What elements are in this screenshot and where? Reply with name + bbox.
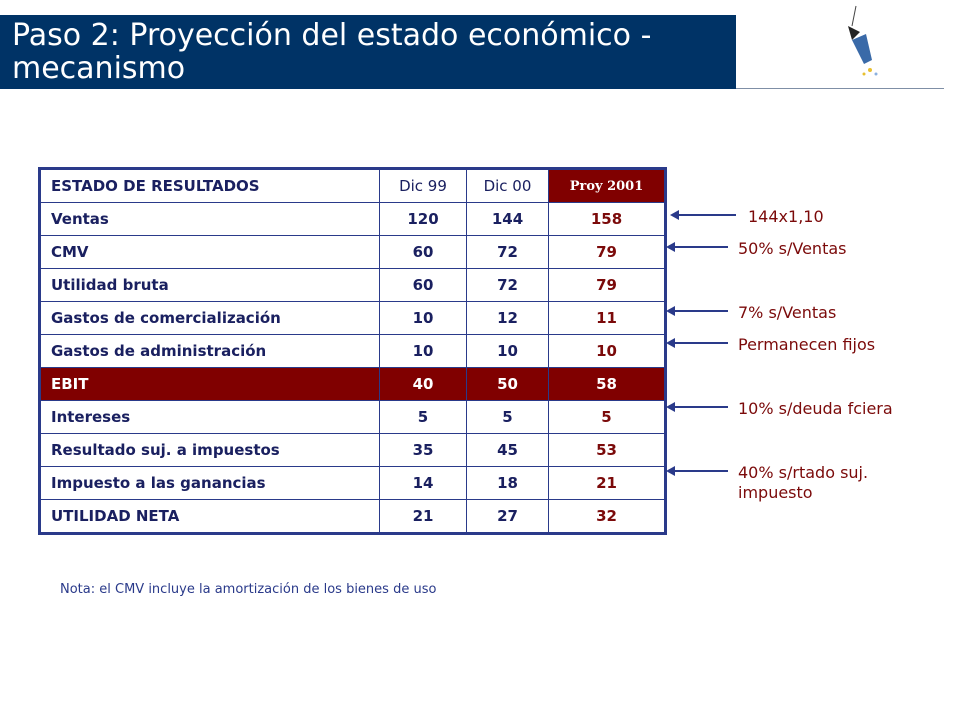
cell-proy: 158 [548, 202, 666, 236]
annotation-comercializacion: 7% s/Ventas [738, 303, 837, 322]
header-label: ESTADO DE RESULTADOS [39, 168, 380, 203]
cell-proy: 5 [548, 400, 666, 434]
cell-dic99: 60 [379, 235, 467, 269]
arrow-left-icon [666, 466, 728, 476]
row-label: Resultado suj. a impuestos [39, 433, 380, 467]
annotation-administracion: Permanecen fijos [738, 335, 876, 354]
row-label: UTILIDAD NETA [39, 499, 380, 534]
cell-proy: 11 [548, 301, 666, 335]
header-proy2001: Proy 2001 [548, 168, 666, 203]
annotation-ventas: 144x1,10 [748, 207, 824, 226]
annotation-impuesto: 40% s/rtado suj. impuesto [738, 463, 869, 502]
cell-dic99: 5 [379, 400, 467, 434]
arrow-left-icon [666, 242, 728, 252]
table-row: Gastos de comercialización 10 12 11 [39, 301, 666, 335]
cell-dic00: 5 [466, 400, 549, 434]
row-label: Ventas [39, 202, 380, 236]
table-row: CMV 60 72 79 [39, 235, 666, 269]
table-row: Ventas 120 144 158 [39, 202, 666, 236]
cell-proy: 10 [548, 334, 666, 368]
row-label: Utilidad bruta [39, 268, 380, 302]
row-label: Intereses [39, 400, 380, 434]
row-label: Gastos de comercialización [39, 301, 380, 335]
row-label: EBIT [39, 367, 380, 401]
cell-dic99: 10 [379, 334, 467, 368]
table-row: Resultado suj. a impuestos 35 45 53 [39, 433, 666, 467]
cell-dic00: 18 [466, 466, 549, 500]
footnote: Nota: el CMV incluye la amortización de … [60, 582, 437, 597]
cell-dic00: 12 [466, 301, 549, 335]
cell-dic00: 27 [466, 499, 549, 534]
pen-logo-icon [848, 5, 878, 76]
cell-proy: 21 [548, 466, 666, 500]
page-title: Paso 2: Proyección del estado económico … [12, 18, 652, 86]
cell-dic99: 120 [379, 202, 467, 236]
cell-proy: 79 [548, 268, 666, 302]
arrow-left-icon [666, 306, 728, 316]
cell-proy: 53 [548, 433, 666, 467]
header-divider [736, 88, 944, 89]
cell-dic99: 40 [379, 367, 467, 401]
row-label: Gastos de administración [39, 334, 380, 368]
cell-dic00: 72 [466, 268, 549, 302]
arrow-left-icon [670, 210, 736, 220]
cell-dic99: 21 [379, 499, 467, 534]
cell-dic99: 10 [379, 301, 467, 335]
cell-proy: 32 [548, 499, 666, 534]
cell-dic00: 45 [466, 433, 549, 467]
cell-dic99: 60 [379, 268, 467, 302]
title-bar: Paso 2: Proyección del estado económico … [0, 15, 736, 89]
annotation-intereses: 10% s/deuda fciera [738, 399, 893, 418]
table-header-row: ESTADO DE RESULTADOS Dic 99 Dic 00 Proy … [39, 168, 666, 203]
header-dic99: Dic 99 [379, 168, 467, 203]
cell-dic99: 14 [379, 466, 467, 500]
arrow-left-icon [666, 338, 728, 348]
cell-dic00: 10 [466, 334, 549, 368]
cell-proy: 79 [548, 235, 666, 269]
cell-dic00: 50 [466, 367, 549, 401]
cell-proy: 58 [548, 367, 666, 401]
table-row-ebit: EBIT 40 50 58 [39, 367, 666, 401]
table-row: Utilidad bruta 60 72 79 [39, 268, 666, 302]
table-row: UTILIDAD NETA 21 27 32 [39, 499, 666, 534]
header-dic00: Dic 00 [466, 168, 549, 203]
cell-dic00: 72 [466, 235, 549, 269]
row-label: CMV [39, 235, 380, 269]
table-row: Gastos de administración 10 10 10 [39, 334, 666, 368]
arrow-left-icon [666, 402, 728, 412]
annotation-cmv: 50% s/Ventas [738, 239, 847, 258]
cell-dic99: 35 [379, 433, 467, 467]
table-row: Intereses 5 5 5 [39, 400, 666, 434]
table-row: Impuesto a las ganancias 14 18 21 [39, 466, 666, 500]
income-statement-table: ESTADO DE RESULTADOS Dic 99 Dic 00 Proy … [38, 167, 667, 535]
row-label: Impuesto a las ganancias [39, 466, 380, 500]
cell-dic00: 144 [466, 202, 549, 236]
